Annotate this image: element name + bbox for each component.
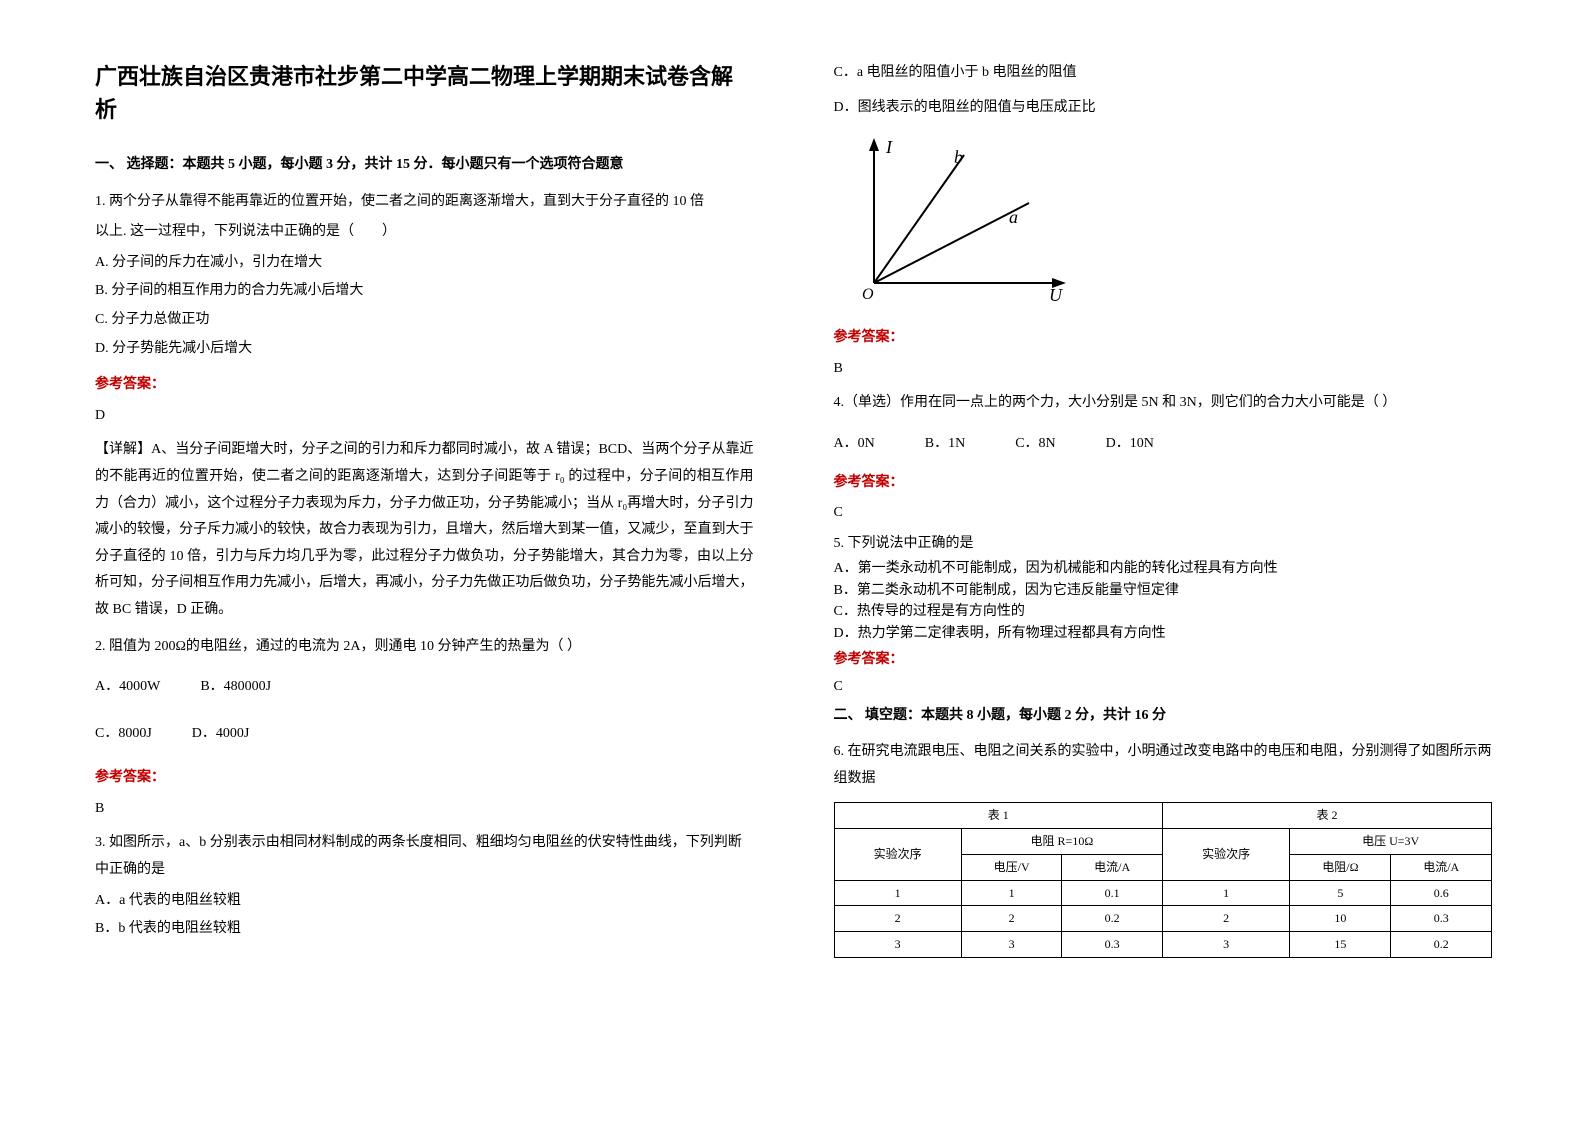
right-column: C．a 电阻丝的阻值小于 b 电阻丝的阻值 D．图线表示的电阻丝的阻值与电压成正… [834,60,1493,1062]
q4-option-d: D．10N [1106,431,1154,458]
t1-a-head: 电流/A [1062,854,1163,880]
q1-answer: D [95,403,754,430]
q5-answer: C [834,674,1493,701]
cell: 0.3 [1391,906,1492,932]
cell: 1 [834,880,961,906]
doc-title: 广西壮族自治区贵港市社步第二中学高二物理上学期期末试卷含解析 [95,60,754,126]
cell: 3 [961,932,1062,958]
q3-option-a: A．a 代表的电阻丝较粗 [95,888,754,915]
table-row: 表 1 表 2 [834,803,1492,829]
cell: 2 [1162,906,1289,932]
section-1-head: 一、 选择题：本题共 5 小题，每小题 3 分，共计 15 分．每小题只有一个选… [95,152,754,179]
table-row: 2 2 0.2 2 10 0.3 [834,906,1492,932]
t1-v-head: 电压/V [961,854,1062,880]
q3-option-c: C．a 电阻丝的阻值小于 b 电阻丝的阻值 [834,60,1493,87]
t2-seq-head: 实验次序 [1162,829,1289,881]
q4-stem: 4.（单选）作用在同一点上的两个力，大小分别是 5N 和 3N，则它们的合力大小… [834,390,1493,417]
q1-stem-line1: 1. 两个分子从靠得不能再靠近的位置开始，使二者之间的距离逐渐增大，直到大于分子… [95,189,754,216]
q2-options-row2: C．8000J D．4000J [95,721,754,748]
q5-option-b: B．第二类永动机不可能制成，因为它违反能量守恒定律 [834,581,1493,601]
cell: 1 [1162,880,1289,906]
q4-answer: C [834,500,1493,527]
t2-r-head: 电阻/Ω [1290,854,1391,880]
x-axis-label: U [1049,285,1063,303]
cell: 0.2 [1391,932,1492,958]
q3-option-b: B．b 代表的电阻丝较粗 [95,916,754,943]
q3-stem: 3. 如图所示，a、b 分别表示由相同材料制成的两条长度相同、粗细均匀电阻丝的伏… [95,830,754,883]
cell: 0.6 [1391,880,1492,906]
q3-answer: B [834,356,1493,383]
q2-answer: B [95,796,754,823]
line-b [874,155,964,283]
iv-graph-svg: I U O b a [854,133,1084,303]
cell: 5 [1290,880,1391,906]
cell: 3 [1162,932,1289,958]
q1-option-a: A. 分子间的斥力在减小，引力在增大 [95,250,754,277]
t1-sub: 电阻 R=10Ω [961,829,1162,855]
q2-answer-label: 参考答案： [95,765,754,792]
cell: 2 [961,906,1062,932]
q1-option-d: D. 分子势能先减小后增大 [95,336,754,363]
cell: 0.3 [1062,932,1163,958]
cell: 1 [961,880,1062,906]
cell: 3 [834,932,961,958]
line-a-label: a [1009,207,1018,227]
q3-answer-label: 参考答案： [834,325,1493,352]
table-row: 1 1 0.1 1 5 0.6 [834,880,1492,906]
q4-options: A．0N B．1N C．8N D．10N [834,431,1493,458]
t2-a-head: 电流/A [1391,854,1492,880]
q2-option-a: A．4000W [95,674,160,701]
q3-option-d: D．图线表示的电阻丝的阻值与电压成正比 [834,95,1493,122]
q4-option-a: A．0N [834,431,875,458]
cell: 2 [834,906,961,932]
q6-data-table: 表 1 表 2 实验次序 电阻 R=10Ω 实验次序 电压 U=3V 电压/V … [834,802,1493,958]
q5-option-c: C．热传导的过程是有方向性的 [834,602,1493,622]
q2-stem: 2. 阻值为 200Ω的电阻丝，通过的电流为 2A，则通电 10 分钟产生的热量… [95,634,754,661]
t2-sub: 电压 U=3V [1290,829,1492,855]
line-b-label: b [954,147,963,167]
cell: 10 [1290,906,1391,932]
q5-option-a: A．第一类永动机不可能制成，因为机械能和内能的转化过程具有方向性 [834,559,1493,579]
cell: 15 [1290,932,1391,958]
y-axis-arrow [869,138,879,151]
t1-seq-head: 实验次序 [834,829,961,881]
q4-option-c: C．8N [1015,431,1055,458]
q5-stem: 5. 下列说法中正确的是 [834,535,1493,553]
line-a [874,203,1029,283]
q4-answer-label: 参考答案： [834,470,1493,497]
q3-graph: I U O b a [854,133,1084,303]
table1-title: 表 1 [834,803,1162,829]
q4-option-b: B．1N [925,431,965,458]
section-2-head: 二、 填空题：本题共 8 小题，每小题 2 分，共计 16 分 [834,703,1493,730]
table-row: 实验次序 电阻 R=10Ω 实验次序 电压 U=3V [834,829,1492,855]
y-axis-label: I [885,137,893,157]
q2-option-d: D．4000J [192,721,250,748]
origin-label: O [862,286,874,303]
q1-answer-label: 参考答案： [95,372,754,399]
q1-explain: 【详解】A、当分子间距增大时，分子之间的引力和斥力都同时减小，故 A 错误；BC… [95,437,754,623]
cell: 0.2 [1062,906,1163,932]
q2-option-c: C．8000J [95,721,152,748]
q5-answer-label: 参考答案： [834,647,1493,674]
q2-options-row1: A．4000W B．480000J [95,674,754,701]
table2-title: 表 2 [1162,803,1491,829]
cell: 0.1 [1062,880,1163,906]
q1-stem-line2: 以上. 这一过程中，下列说法中正确的是（ ） [95,219,754,246]
q5-option-d: D．热力学第二定律表明，所有物理过程都具有方向性 [834,624,1493,644]
q6-stem: 6. 在研究电流跟电压、电阻之间关系的实验中，小明通过改变电路中的电压和电阻，分… [834,739,1493,792]
left-column: 广西壮族自治区贵港市社步第二中学高二物理上学期期末试卷含解析 一、 选择题：本题… [95,60,754,1062]
q2-option-b: B．480000J [200,674,271,701]
q1-option-c: C. 分子力总做正功 [95,307,754,334]
table-row: 3 3 0.3 3 15 0.2 [834,932,1492,958]
q1-option-b: B. 分子间的相互作用力的合力先减小后增大 [95,278,754,305]
